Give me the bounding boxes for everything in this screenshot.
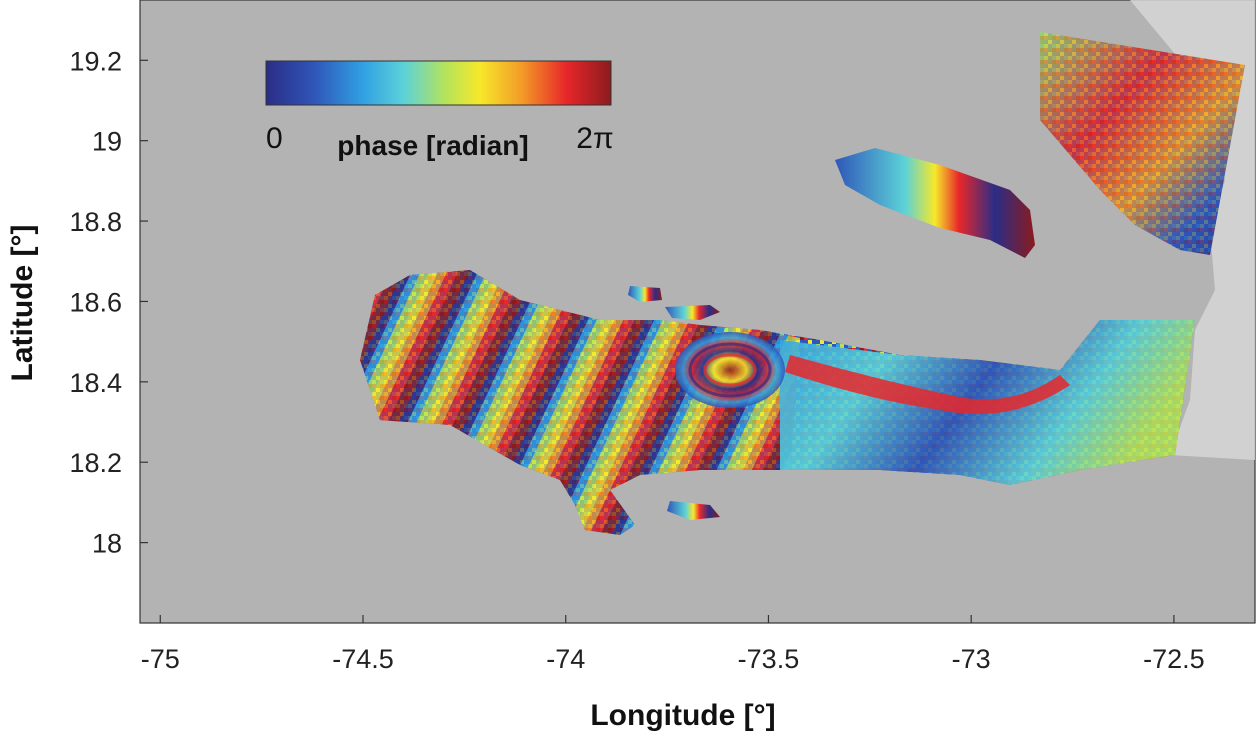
interferogram-islet-a bbox=[628, 286, 662, 302]
colorbar-title: phase [radian] bbox=[337, 130, 528, 161]
x-axis-title: Longitude [°] bbox=[590, 699, 775, 732]
x-tick-label: -74.5 bbox=[332, 644, 394, 674]
y-tick-label: 18.2 bbox=[69, 448, 122, 478]
x-tick-label: -75 bbox=[141, 644, 180, 674]
x-tick-label: -74 bbox=[546, 644, 585, 674]
y-tick-label: 19 bbox=[92, 127, 122, 157]
x-tick-label: -73 bbox=[952, 644, 991, 674]
colorbar-gradient bbox=[265, 60, 612, 106]
y-tick-label: 18.8 bbox=[69, 207, 122, 237]
x-tick-label: -73.5 bbox=[738, 644, 800, 674]
colorbar-min-label: 0 bbox=[266, 122, 283, 155]
x-tick-label: -72.5 bbox=[1143, 644, 1205, 674]
y-tick-label: 19.2 bbox=[69, 46, 122, 76]
colorbar-max-label: 2π bbox=[576, 122, 613, 155]
colorbar: 0 phase [radian] 2π bbox=[265, 60, 614, 161]
x-axis: -75 -74.5 -74 -73.5 -73 -72.5 bbox=[141, 615, 1205, 674]
interferogram-main-swath bbox=[360, 270, 1195, 535]
interferogram-gonave-island bbox=[835, 148, 1035, 258]
interferogram-islet-c bbox=[667, 501, 720, 520]
y-axis-title: Latitude [°] bbox=[6, 225, 39, 382]
y-tick-label: 18.6 bbox=[69, 287, 122, 317]
y-axis: 19.2 19 18.8 18.6 18.4 18.2 18 bbox=[69, 46, 148, 559]
y-tick-label: 18 bbox=[92, 529, 122, 559]
interferogram-islet-b bbox=[665, 305, 720, 320]
y-tick-label: 18.4 bbox=[69, 368, 122, 398]
